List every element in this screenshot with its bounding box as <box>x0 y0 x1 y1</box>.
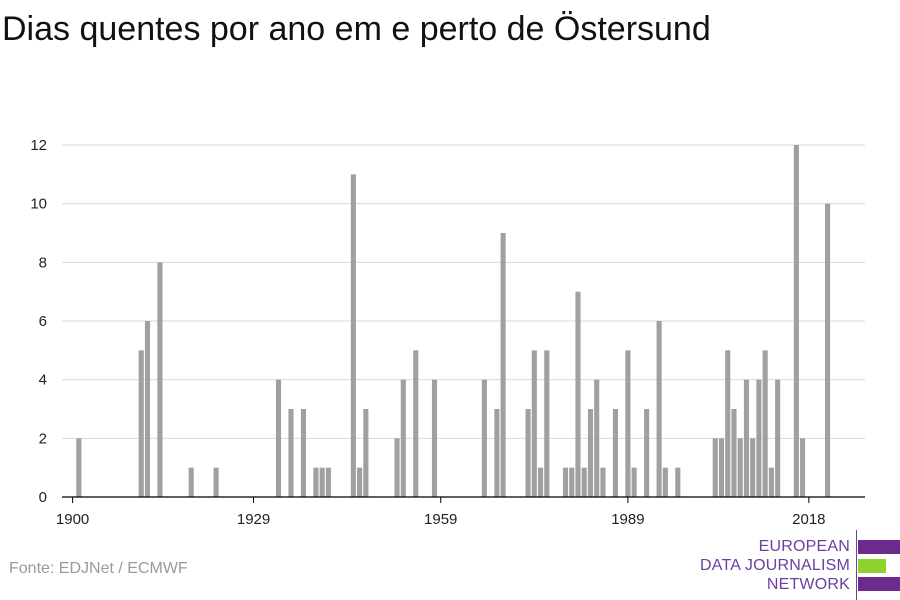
bar <box>575 291 581 497</box>
x-tick-labels: 1900 1929 1959 1989 2018 <box>56 511 826 528</box>
y-tick-label: 2 <box>39 430 47 447</box>
y-tick-label: 12 <box>30 137 47 154</box>
bar <box>500 233 506 497</box>
bar <box>825 203 831 497</box>
bar <box>413 350 419 497</box>
bar <box>494 409 500 497</box>
x-tick-label: 2018 <box>792 511 825 528</box>
bar <box>762 350 768 497</box>
bar <box>313 467 319 497</box>
bar <box>768 467 774 497</box>
edjnet-logo: EUROPEAN DATA JOURNALISM NETWORK <box>700 530 900 600</box>
bar <box>544 350 550 497</box>
bar <box>431 379 438 497</box>
bar <box>188 467 194 497</box>
bar <box>712 438 718 497</box>
bar <box>300 409 307 497</box>
logo-separator <box>856 530 857 600</box>
bar <box>537 467 544 497</box>
bar <box>76 438 82 497</box>
bar <box>394 438 400 497</box>
bar <box>725 350 731 497</box>
logo-line-1: EUROPEAN <box>758 538 850 555</box>
x-tick-label: 1989 <box>611 511 644 528</box>
logo-bar-middle <box>858 559 886 573</box>
bar <box>275 379 282 497</box>
bar <box>631 467 637 497</box>
bars <box>76 145 831 498</box>
bar <box>743 379 750 497</box>
logo-line-3: NETWORK <box>766 576 850 593</box>
bar <box>400 379 406 497</box>
bar <box>531 350 537 497</box>
bar <box>481 379 487 497</box>
y-tick-labels: 0 2 4 6 8 10 12 <box>30 137 47 506</box>
bar <box>319 467 325 497</box>
y-tick-label: 0 <box>39 489 47 506</box>
bar <box>144 321 151 497</box>
bar <box>793 145 799 497</box>
bar <box>363 409 369 497</box>
bar <box>525 409 531 497</box>
x-tick-label: 1900 <box>56 511 89 528</box>
logo-bar-bottom <box>858 577 900 591</box>
bar <box>213 467 219 497</box>
bar <box>288 409 294 497</box>
bar <box>157 262 163 497</box>
bar <box>756 379 762 497</box>
bar <box>562 467 569 497</box>
bar <box>138 350 144 497</box>
bar <box>357 467 363 497</box>
bar <box>775 379 781 497</box>
bar <box>737 438 743 497</box>
source-note: Fonte: EDJNet / ECMWF <box>9 560 188 577</box>
bar <box>612 409 618 497</box>
bar <box>731 409 737 497</box>
bar <box>656 321 662 497</box>
y-tick-label: 10 <box>30 196 47 213</box>
bar <box>718 438 725 497</box>
bar <box>750 438 756 497</box>
bar <box>581 467 587 497</box>
x-tick-label: 1959 <box>424 511 457 528</box>
bar <box>625 350 631 497</box>
logo-line-2: DATA JOURNALISM <box>700 557 850 574</box>
bar <box>587 409 594 497</box>
bar <box>594 379 600 497</box>
logo-bar-top <box>858 540 900 554</box>
bar <box>569 467 575 497</box>
bar <box>600 467 606 497</box>
gridlines <box>62 144 865 439</box>
bar <box>675 467 681 497</box>
bar <box>350 174 356 498</box>
bar <box>325 467 331 497</box>
bar <box>800 438 806 497</box>
x-axis <box>62 496 865 503</box>
y-tick-label: 4 <box>39 372 47 389</box>
x-tick-label: 1929 <box>237 511 270 528</box>
bar <box>644 409 650 497</box>
chart-title: Dias quentes por ano em e perto de Öster… <box>2 10 711 48</box>
y-tick-label: 6 <box>39 313 47 330</box>
bar <box>662 467 668 497</box>
y-tick-label: 8 <box>39 254 47 271</box>
